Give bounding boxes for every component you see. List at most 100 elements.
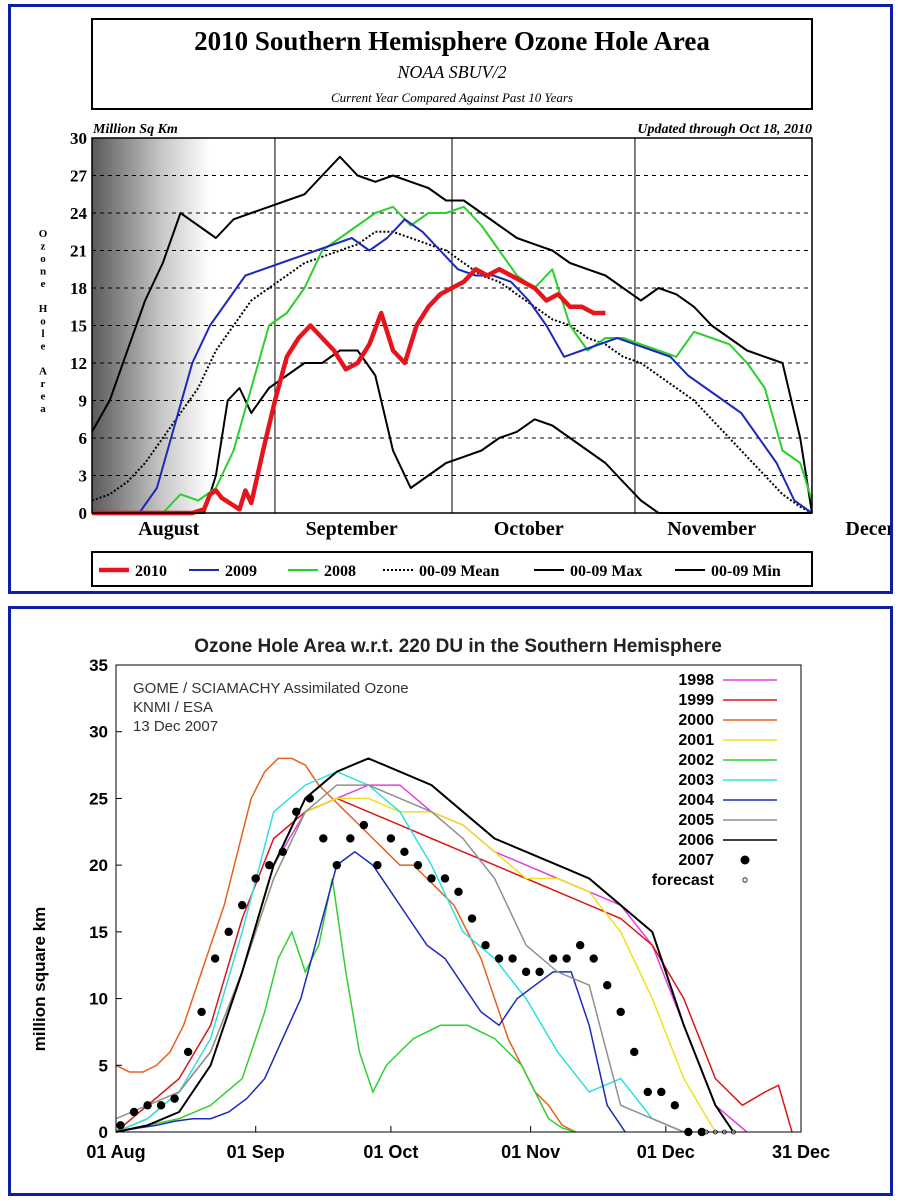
- data-point-2007: [616, 1007, 625, 1017]
- data-point-2007: [440, 874, 450, 883]
- data-point-2007: [156, 1101, 166, 1110]
- series-group: [91, 155, 813, 516]
- series-line-2002: [115, 878, 576, 1133]
- data-point-2007: [319, 834, 328, 843]
- top-chart-svg: 2010 Southern Hemisphere Ozone Hole Area…: [39, 18, 890, 587]
- legend-swatch: [740, 855, 750, 865]
- data-point-2007: [116, 1121, 125, 1130]
- y-tick-label: 30: [89, 723, 108, 742]
- legend-label: 2006: [678, 832, 714, 849]
- legend-label: 1999: [678, 692, 714, 709]
- y-axis-label-letter: n: [40, 266, 46, 278]
- plot-frame: [115, 664, 802, 1133]
- annotation-line: GOME / SCIAMACHY Assimilated Ozone: [133, 680, 409, 697]
- bottom-chart-svg: Ozone Hole Area w.r.t. 220 DU in the Sou…: [30, 636, 830, 1162]
- legend: 1998 1999 2000 2001 2002 2003 2004 2005 2006 2007…: [652, 672, 777, 889]
- y-axis-label-letter: r: [41, 378, 46, 390]
- x-tick-label: 01 Nov: [501, 1142, 560, 1162]
- y-tick-label: 12: [70, 354, 87, 373]
- annotation-line: 13 Dec 2007: [133, 718, 218, 735]
- y-tick-label: 35: [89, 656, 108, 675]
- y-tick-label: 0: [99, 1123, 108, 1142]
- data-point-2007: [332, 860, 342, 870]
- x-tick-labels: August September October November December: [138, 518, 890, 540]
- x-tick-labels: 01 Aug 01 Sep 01 Oct 01 Nov 01 Dec 31 Dec: [86, 1126, 830, 1162]
- data-point-2007: [170, 1094, 179, 1103]
- source-annotation: GOME / SCIAMACHY Assimilated Ozone KNMI /…: [133, 680, 409, 735]
- data-point-2007: [251, 874, 260, 883]
- legend-label: 1998: [678, 672, 714, 689]
- top-chart-title: 2010 Southern Hemisphere Ozone Hole Area: [194, 26, 710, 56]
- x-tick-label: 01 Oct: [363, 1142, 418, 1162]
- data-point-2007: [129, 1107, 139, 1117]
- data-point-2007: [548, 954, 558, 963]
- series-line-2000: [115, 757, 577, 1133]
- data-point-2007: [467, 914, 477, 923]
- bottom-chart-title: Ozone Hole Area w.r.t. 220 DU in the Sou…: [194, 636, 722, 657]
- data-point-2007: [400, 847, 409, 856]
- annotation-line: KNMI / ESA: [133, 699, 213, 716]
- units-label: Million Sq Km: [92, 122, 178, 137]
- y-axis-label-letter: o: [40, 316, 46, 328]
- y-axis-label-letter: a: [40, 403, 46, 415]
- x-tick-label: August: [138, 518, 199, 540]
- data-point-2007: [535, 967, 544, 977]
- y-tick-labels: 0 5 10 15 20 25 30 35: [89, 656, 122, 1142]
- series-line-2009: [92, 218, 813, 514]
- data-point-2007: [670, 1101, 680, 1110]
- data-point-2007: [143, 1101, 152, 1110]
- legend-swatch: [742, 877, 748, 883]
- y-axis-label-letter: o: [40, 253, 46, 265]
- legend-label: forecast: [652, 872, 715, 889]
- data-point-2007: [386, 834, 396, 843]
- data-point-2007: [210, 954, 220, 963]
- data-point-2007: [454, 887, 463, 897]
- top-chart-panel: 2010 Southern Hemisphere Ozone Hole Area…: [8, 4, 893, 594]
- legend-label: 2007: [678, 852, 714, 869]
- legend-label: 2000: [678, 712, 714, 729]
- y-tick-label: 20: [89, 856, 108, 875]
- y-tick-label: 5: [99, 1056, 108, 1075]
- legend-label: 2010: [135, 563, 167, 580]
- data-point-2007: [657, 1087, 666, 1097]
- y-tick-labels: 0 3 6 9 12 15 18 21 24 27 30: [70, 129, 88, 523]
- data-point-2007: [413, 860, 423, 870]
- x-tick-label: September: [306, 518, 398, 540]
- series-line-2005: [115, 784, 685, 1133]
- series-line-00-09-max: [91, 155, 813, 514]
- data-point-2007: [183, 1047, 193, 1057]
- x-tick-label: 01 Aug: [86, 1142, 145, 1162]
- data-point-2007: [359, 820, 369, 830]
- data-point-2007: [562, 954, 571, 963]
- series-line-2006: [115, 757, 735, 1133]
- series-line-2001: [115, 797, 717, 1133]
- data-point-2007: [292, 807, 301, 816]
- data-point-2007: [481, 941, 490, 950]
- data-point-2007: [265, 860, 274, 870]
- y-axis-label-letter: H: [39, 303, 48, 315]
- series-line-2010: [92, 267, 606, 516]
- y-tick-label: 27: [70, 167, 88, 186]
- x-tick-label: 31 Dec: [772, 1142, 830, 1162]
- y-axis-label-letter: O: [39, 228, 48, 240]
- legend-label: 2002: [678, 752, 714, 769]
- x-tick-label: November: [667, 518, 756, 540]
- updated-label: Updated through Oct 18, 2010: [637, 122, 812, 137]
- legend-label: 2009: [225, 563, 257, 580]
- series-line-2008: [92, 205, 813, 514]
- x-tick-label: 01 Sep: [227, 1142, 285, 1162]
- y-tick-label: 21: [70, 242, 87, 261]
- x-tick-label: December: [845, 518, 890, 540]
- data-point-2007: [589, 954, 598, 963]
- y-tick-label: 6: [79, 429, 88, 448]
- series-line-2003: [115, 770, 685, 1133]
- y-tick-label: 10: [89, 990, 108, 1009]
- series-line-2004: [115, 850, 626, 1133]
- plot-frame: [91, 137, 813, 514]
- y-axis-label-letter: e: [41, 278, 46, 290]
- bottom-y-axis-label: million square km: [30, 907, 49, 1052]
- data-point-2007: [427, 874, 436, 883]
- y-tick-label: 15: [89, 923, 108, 942]
- y-tick-label: 0: [79, 504, 88, 523]
